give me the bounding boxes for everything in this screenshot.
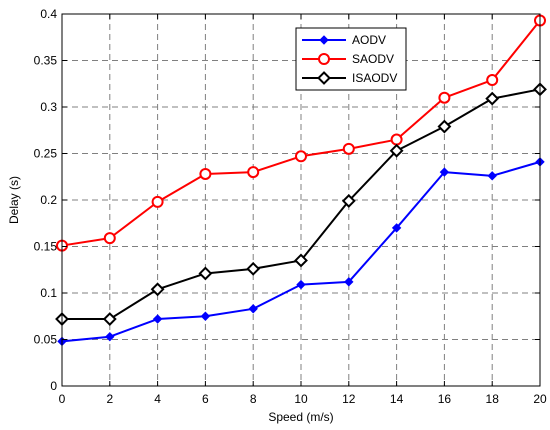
y-tick-label: 0.15 bbox=[34, 240, 58, 254]
x-tick-label: 16 bbox=[438, 392, 452, 406]
data-point-aodv bbox=[152, 314, 163, 324]
legend: AODV SAODV ISAODV bbox=[295, 27, 407, 91]
data-point-isaodv bbox=[294, 253, 308, 268]
x-tick-label: 0 bbox=[59, 392, 66, 406]
y-axis-label: Delay (s) bbox=[7, 176, 21, 224]
data-point-saodv bbox=[390, 133, 403, 146]
data-point-isaodv bbox=[437, 119, 452, 134]
legend-label-saodv: SAODV bbox=[352, 52, 394, 66]
y-tick-label: 0.1 bbox=[40, 286, 57, 300]
x-tick-label: 2 bbox=[106, 392, 113, 406]
y-tick-label: 0.4 bbox=[40, 7, 57, 21]
y-tick-label: 0.2 bbox=[40, 193, 57, 207]
data-point-aodv bbox=[105, 332, 115, 342]
x-tick-label: 12 bbox=[342, 392, 356, 406]
data-point-aodv bbox=[296, 279, 306, 290]
data-point-isaodv bbox=[198, 266, 213, 281]
data-point-aodv bbox=[344, 277, 354, 287]
data-point-aodv bbox=[391, 223, 402, 233]
data-point-isaodv bbox=[246, 261, 261, 276]
legend-marker-saodv bbox=[318, 53, 330, 65]
y-tick-label: 0.25 bbox=[34, 147, 58, 161]
data-point-aodv bbox=[200, 311, 211, 321]
y-tick-labels: 0 0.05 0.1 0.15 0.2 0.25 0.3 0.35 0.4 bbox=[34, 7, 58, 393]
y-tick-label: 0.05 bbox=[34, 333, 58, 347]
x-tick-label: 14 bbox=[390, 392, 404, 406]
data-point-aodv bbox=[439, 167, 450, 177]
x-tick-label: 4 bbox=[154, 392, 161, 406]
data-point-isaodv bbox=[341, 194, 356, 208]
data-point-saodv bbox=[295, 150, 307, 163]
data-point-isaodv bbox=[102, 312, 117, 326]
data-point-saodv bbox=[342, 142, 355, 155]
axis-ticks bbox=[61, 13, 541, 387]
x-tick-label: 10 bbox=[294, 392, 308, 406]
legend-label-aodv: AODV bbox=[352, 33, 386, 47]
data-point-isaodv bbox=[485, 91, 500, 106]
legend-label-isaodv: ISAODV bbox=[352, 71, 397, 85]
legend-marker-aodv bbox=[319, 35, 329, 45]
series-aodv bbox=[57, 157, 545, 347]
data-point-saodv bbox=[247, 166, 260, 179]
data-point-saodv bbox=[199, 167, 212, 180]
legend-item-aodv: AODV bbox=[302, 33, 386, 47]
data-point-saodv bbox=[151, 195, 164, 208]
y-tick-label: 0 bbox=[50, 379, 57, 393]
x-tick-label: 8 bbox=[250, 392, 257, 406]
x-tick-labels: 0 2 4 6 8 10 12 14 16 18 20 bbox=[59, 392, 547, 406]
legend-marker-isaodv bbox=[317, 71, 331, 85]
x-tick-label: 6 bbox=[202, 392, 209, 406]
series-saodv bbox=[56, 14, 546, 252]
data-point-saodv bbox=[486, 74, 499, 87]
data-point-saodv bbox=[103, 232, 116, 245]
data-point-isaodv bbox=[389, 143, 404, 158]
x-axis-label: Speed (m/s) bbox=[268, 410, 333, 424]
legend-item-isaodv: ISAODV bbox=[302, 71, 397, 85]
data-point-aodv bbox=[248, 304, 258, 314]
series-layer bbox=[55, 14, 547, 347]
y-tick-label: 0.3 bbox=[40, 100, 57, 114]
data-point-aodv bbox=[487, 171, 497, 181]
legend-item-saodv: SAODV bbox=[302, 52, 394, 66]
data-point-isaodv bbox=[150, 282, 165, 297]
series-isaodv bbox=[55, 82, 547, 326]
x-tick-label: 20 bbox=[533, 392, 547, 406]
data-point-saodv bbox=[438, 91, 451, 104]
x-tick-label: 18 bbox=[486, 392, 500, 406]
y-tick-label: 0.35 bbox=[34, 54, 58, 68]
